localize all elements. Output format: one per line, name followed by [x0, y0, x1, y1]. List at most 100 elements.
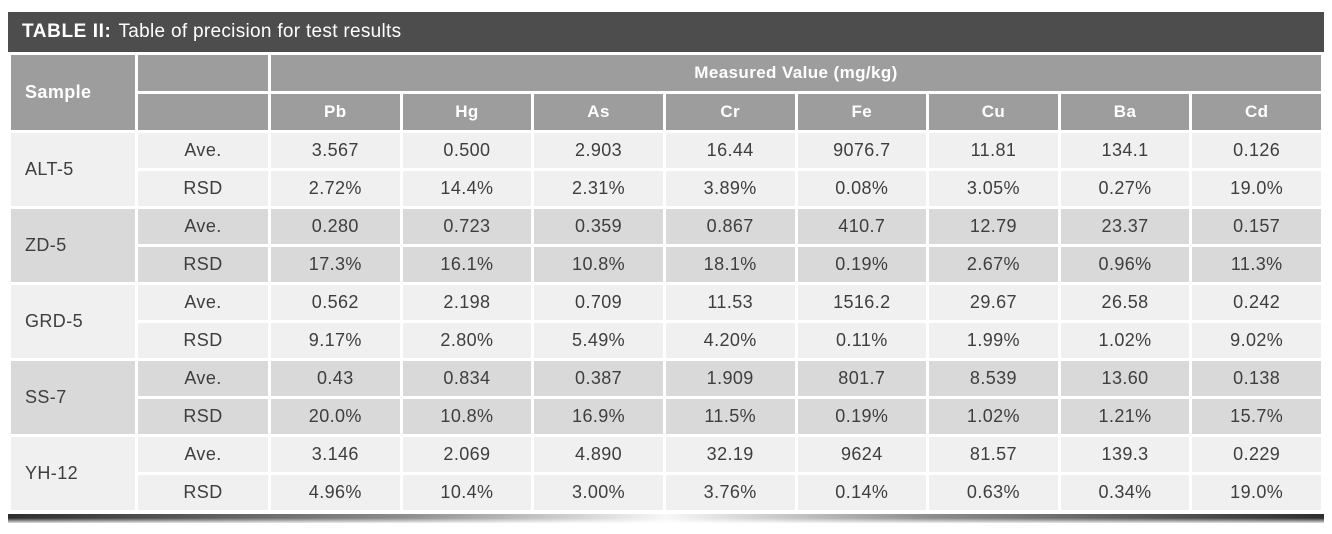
value-cell-rsd: 5.49%: [531, 320, 666, 361]
value-cell-rsd: 1.02%: [926, 396, 1061, 437]
value-cell-rsd: 3.76%: [662, 472, 798, 513]
row-label-ave: Ave.: [135, 282, 271, 323]
row-label-ave: Ave.: [135, 434, 271, 475]
value-cell-ave: 81.57: [926, 434, 1061, 475]
value-cell-ave: 0.867: [662, 206, 798, 247]
value-cell-rsd: 1.02%: [1057, 320, 1193, 361]
value-cell-rsd: 11.5%: [662, 396, 798, 437]
value-cell-rsd: 19.0%: [1189, 168, 1324, 209]
value-cell-rsd: 11.3%: [1189, 244, 1324, 285]
table-title-text: Table of precision for test results: [118, 21, 402, 42]
value-cell-ave: 134.1: [1057, 130, 1193, 171]
header-row-elements: Pb Hg As Cr Fe Cu Ba Cd: [10, 91, 1324, 133]
value-cell-ave: 0.242: [1189, 282, 1324, 323]
value-cell-rsd: 17.3%: [268, 244, 403, 285]
sample-name-cell: ALT-5: [8, 130, 138, 209]
value-cell-ave: 0.138: [1189, 358, 1324, 399]
row-label-ave: Ave.: [135, 358, 271, 399]
value-cell-rsd: 2.80%: [399, 320, 535, 361]
value-cell-rsd: 16.1%: [399, 244, 535, 285]
value-cell-rsd: 0.63%: [926, 472, 1061, 513]
table-row-rsd: RSD 9.17% 2.80% 5.49% 4.20% 0.11% 1.99% 1.02% 9.…: [10, 320, 1324, 361]
value-cell-rsd: 10.8%: [399, 396, 535, 437]
column-header-element: Ba: [1057, 91, 1193, 133]
value-cell-rsd: 15.7%: [1189, 396, 1324, 437]
value-cell-rsd: 2.72%: [268, 168, 403, 209]
value-cell-ave: 2.069: [399, 434, 535, 475]
value-cell-rsd: 10.4%: [399, 472, 535, 513]
value-cell-ave: 0.834: [399, 358, 535, 399]
row-label-rsd: RSD: [135, 168, 271, 209]
value-cell-ave: 0.359: [531, 206, 666, 247]
value-cell-ave: 0.43: [268, 358, 403, 399]
column-header-element: Hg: [399, 91, 535, 133]
value-cell-ave: 9624: [794, 434, 930, 475]
value-cell-rsd: 0.19%: [794, 396, 930, 437]
value-cell-ave: 2.198: [399, 282, 535, 323]
table-figure: TABLE II: Table of precision for test res…: [8, 12, 1324, 523]
value-cell-rsd: 3.05%: [926, 168, 1061, 209]
value-cell-ave: 0.229: [1189, 434, 1324, 475]
value-cell-ave: 801.7: [794, 358, 930, 399]
value-cell-ave: 12.79: [926, 206, 1061, 247]
column-header-measured-value: Measured Value (mg/kg): [268, 52, 1324, 94]
table-row-rsd: RSD 20.0% 10.8% 16.9% 11.5% 0.19% 1.02% 1.21% 15…: [10, 396, 1324, 437]
value-cell-rsd: 3.89%: [662, 168, 798, 209]
value-cell-rsd: 0.27%: [1057, 168, 1193, 209]
table-row-ave: GRD-5 Ave. 0.562 2.198 0.709 11.53 1516.2 29.67…: [8, 282, 1324, 361]
value-cell-ave: 3.146: [268, 434, 403, 475]
value-cell-rsd: 0.96%: [1057, 244, 1193, 285]
table-row-rsd: RSD 2.72% 14.4% 2.31% 3.89% 0.08% 3.05% 0.27% 19…: [10, 168, 1324, 209]
value-cell-ave: 2.903: [531, 130, 666, 171]
value-cell-rsd: 0.34%: [1057, 472, 1193, 513]
table-number-label: TABLE II:: [22, 21, 112, 42]
value-cell-rsd: 3.00%: [531, 472, 666, 513]
value-cell-ave: 0.280: [268, 206, 403, 247]
value-cell-ave: 32.19: [662, 434, 798, 475]
precision-table: Sample Measured Value (mg/kg) Pb Hg As Cr Fe…: [8, 52, 1324, 513]
table-row-ave: SS-7 Ave. 0.43 0.834 0.387 1.909 801.7 8.539 13.…: [8, 358, 1324, 437]
table-row-ave: ZD-5 Ave. 0.280 0.723 0.359 0.867 410.7 12.79 23…: [8, 206, 1324, 285]
table-body: ALT-5 Ave. 3.567 0.500 2.903 16.44 9076.7 11.81…: [8, 130, 1324, 513]
value-cell-rsd: 14.4%: [399, 168, 535, 209]
sample-name-cell: SS-7: [8, 358, 138, 437]
table-row-rsd: RSD 17.3% 16.1% 10.8% 18.1% 0.19% 2.67% 0.96% 11…: [10, 244, 1324, 285]
table-row-ave: ALT-5 Ave. 3.567 0.500 2.903 16.44 9076.7 11.81…: [8, 130, 1324, 209]
table-row-ave: YH-12 Ave. 3.146 2.069 4.890 32.19 9624 81.57 13…: [8, 434, 1324, 513]
value-cell-ave: 29.67: [926, 282, 1061, 323]
column-header-element: Pb: [268, 91, 403, 133]
column-header-empty-top: [135, 52, 271, 94]
value-cell-ave: 0.157: [1189, 206, 1324, 247]
table-row-rsd: RSD 4.96% 10.4% 3.00% 3.76% 0.14% 0.63% 0.34% 19…: [10, 472, 1324, 513]
value-cell-ave: 13.60: [1057, 358, 1193, 399]
sample-name-cell: GRD-5: [8, 282, 138, 361]
value-cell-ave: 0.709: [531, 282, 666, 323]
value-cell-ave: 0.723: [399, 206, 535, 247]
header-row-top: Sample Measured Value (mg/kg): [8, 52, 1324, 133]
value-cell-ave: 26.58: [1057, 282, 1193, 323]
value-cell-ave: 23.37: [1057, 206, 1193, 247]
sample-name-cell: YH-12: [8, 434, 138, 513]
table-title-bar: TABLE II: Table of precision for test res…: [8, 12, 1324, 52]
row-label-rsd: RSD: [135, 472, 271, 513]
value-cell-ave: 0.500: [399, 130, 535, 171]
column-header-element: As: [531, 91, 666, 133]
value-cell-rsd: 4.20%: [662, 320, 798, 361]
sample-name-cell: ZD-5: [8, 206, 138, 285]
column-header-empty-bottom: [135, 91, 271, 133]
value-cell-ave: 0.387: [531, 358, 666, 399]
value-cell-rsd: 16.9%: [531, 396, 666, 437]
value-cell-rsd: 1.99%: [926, 320, 1061, 361]
value-cell-ave: 9076.7: [794, 130, 930, 171]
value-cell-rsd: 0.14%: [794, 472, 930, 513]
value-cell-rsd: 2.31%: [531, 168, 666, 209]
value-cell-ave: 0.562: [268, 282, 403, 323]
value-cell-ave: 11.81: [926, 130, 1061, 171]
value-cell-ave: 139.3: [1057, 434, 1193, 475]
value-cell-ave: 410.7: [794, 206, 930, 247]
value-cell-rsd: 1.21%: [1057, 396, 1193, 437]
value-cell-ave: 0.126: [1189, 130, 1324, 171]
row-label-ave: Ave.: [135, 206, 271, 247]
table-header: Sample Measured Value (mg/kg) Pb Hg As Cr Fe…: [8, 52, 1324, 133]
column-header-sample: Sample: [8, 52, 138, 133]
